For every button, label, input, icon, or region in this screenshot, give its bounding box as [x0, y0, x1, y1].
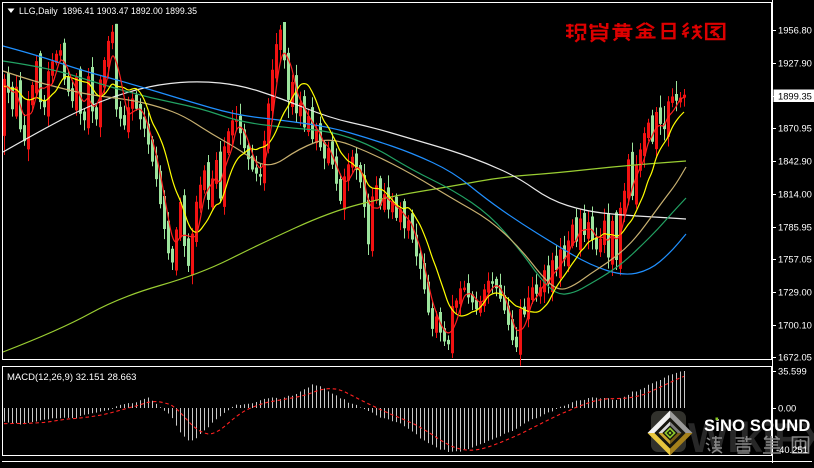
svg-text:-40.251: -40.251 — [776, 444, 808, 455]
svg-text:1757.05: 1757.05 — [778, 254, 812, 265]
svg-text:1927.90: 1927.90 — [778, 58, 812, 69]
svg-text:1700.10: 1700.10 — [778, 320, 812, 331]
svg-text:35.599: 35.599 — [778, 366, 807, 377]
svg-text:1842.90: 1842.90 — [778, 156, 812, 167]
svg-text:0.00: 0.00 — [778, 403, 796, 414]
svg-text:LLG,Daily 1896.41 1903.47 189: LLG,Daily 1896.41 1903.47 1892.00 1899.3… — [19, 6, 197, 16]
svg-text:1729.00: 1729.00 — [778, 287, 812, 298]
svg-text:SiNO SOUND: SiNO SOUND — [704, 417, 811, 435]
svg-text:1814.00: 1814.00 — [778, 189, 812, 200]
svg-text:1899.35: 1899.35 — [778, 91, 812, 102]
svg-text:MACD(12,26,9) 32.151 28.663: MACD(12,26,9) 32.151 28.663 — [7, 372, 136, 383]
svg-text:1956.80: 1956.80 — [778, 25, 812, 36]
svg-text:1672.05: 1672.05 — [778, 352, 812, 363]
svg-text:1785.95: 1785.95 — [778, 222, 812, 233]
svg-text:1870.95: 1870.95 — [778, 123, 812, 134]
